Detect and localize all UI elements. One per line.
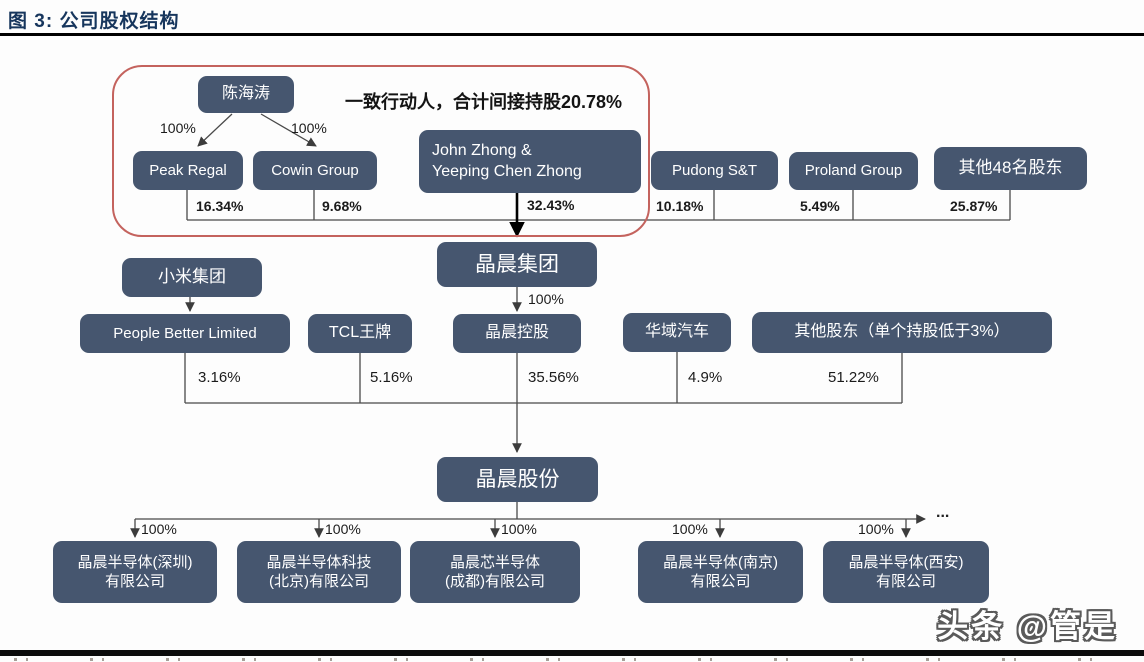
pct-john-zhong: 32.43% [527,197,575,213]
node-peak-regal: Peak Regal [133,151,243,190]
node-tcl: TCL王牌 [308,314,412,353]
cutoff-text-fragment [14,658,1130,661]
pct-other-48: 25.87% [950,198,998,214]
pct-sub-shenzhen: 100% [141,521,177,537]
pct-sub-xian: 100% [858,521,894,537]
pct-chen-to-peak: 100% [160,120,196,136]
figure-title: 图 3: 公司股权结构 [8,11,180,32]
pct-proland-group: 5.49% [800,198,840,214]
pct-cowin-group: 9.68% [322,198,362,214]
node-john-zhong: John Zhong & Yeeping Chen Zhong [419,130,641,193]
pct-sub-beijing: 100% [325,521,361,537]
node-huayu: 华域汽车 [623,313,731,352]
more-subsidiaries-ellipsis: ... [936,504,950,521]
node-pudong-st: Pudong S&T [651,151,778,190]
node-xiaomi: 小米集团 [122,258,262,297]
pct-peak-regal: 16.34% [196,198,244,214]
concert-group-annotation: 一致行动人，合计间接持股20.78% [345,92,623,112]
pct-group-to-holding: 100% [528,291,564,307]
pct-sub-nanjing: 100% [672,521,708,537]
pct-other-shareholders: 51.22% [828,369,879,386]
pct-people-better: 3.16% [198,369,241,386]
node-sub-xian: 晶晨半导体(西安) 有限公司 [823,541,989,603]
pct-tcl: 5.16% [370,369,413,386]
pct-huayu: 4.9% [688,369,723,386]
node-proland-group: Proland Group [789,152,918,190]
node-people-better: People Better Limited [80,314,290,353]
pct-amlogic-holding: 35.56% [528,369,579,386]
node-chen-haitao: 陈海涛 [198,76,294,113]
node-sub-nanjing: 晶晨半导体(南京) 有限公司 [638,541,803,603]
concert-group-outline [112,65,650,237]
node-other-shareholders: 其他股东（单个持股低于3%） [752,312,1052,353]
title-divider [0,33,1144,36]
node-cowin-group: Cowin Group [253,151,377,190]
node-other-48: 其他48名股东 [934,147,1087,190]
bottom-divider [0,650,1144,656]
node-sub-beijing: 晶晨半导体科技 (北京)有限公司 [237,541,401,603]
pct-chen-to-cowin: 100% [291,120,327,136]
node-amlogic-shares: 晶晨股份 [437,457,598,502]
node-amlogic-holding: 晶晨控股 [453,314,581,353]
node-amlogic-group: 晶晨集团 [437,242,597,287]
node-sub-chengdu: 晶晨芯半导体 (成都)有限公司 [410,541,580,603]
pct-pudong-st: 10.18% [656,198,704,214]
node-sub-shenzhen: 晶晨半导体(深圳) 有限公司 [53,541,217,603]
watermark: 头条 @管是 [937,609,1118,644]
pct-sub-chengdu: 100% [501,521,537,537]
